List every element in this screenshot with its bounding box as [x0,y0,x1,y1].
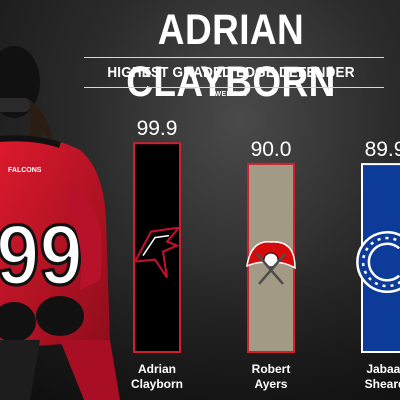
category-label: Robert [252,362,291,376]
category-label: Clayborn [131,377,183,391]
bar-value-label: 89.9 [365,138,400,161]
category-label: Sheard [365,377,400,391]
jersey [0,136,110,350]
category-label: Jabaal [366,362,400,376]
jersey-text: FALCONS [8,167,42,174]
player-photo: 99 FALCONS [0,46,120,400]
page-title: ADRIAN CLAYBORN [126,6,336,106]
glove [0,302,36,342]
bar-group: 89.9 JabaalSheard [356,138,400,391]
jersey-number: 99 [0,208,83,303]
buccaneers-logo-icon [246,241,296,285]
bar-value-label: 99.9 [137,117,178,140]
category-label: Ayers [255,377,288,391]
chart-subtitle: HIGHEST GRADED EDGE DEFENDER [107,64,355,81]
falcons-logo-icon [133,226,182,279]
colts-logo-icon [356,231,400,294]
category-label: Adrian [138,362,176,376]
subtitle-divider [84,87,384,88]
bar-value-label: 90.0 [251,138,292,161]
title-divider [84,57,384,58]
week-label: WEEK 10 [214,91,248,98]
glove [36,296,84,336]
